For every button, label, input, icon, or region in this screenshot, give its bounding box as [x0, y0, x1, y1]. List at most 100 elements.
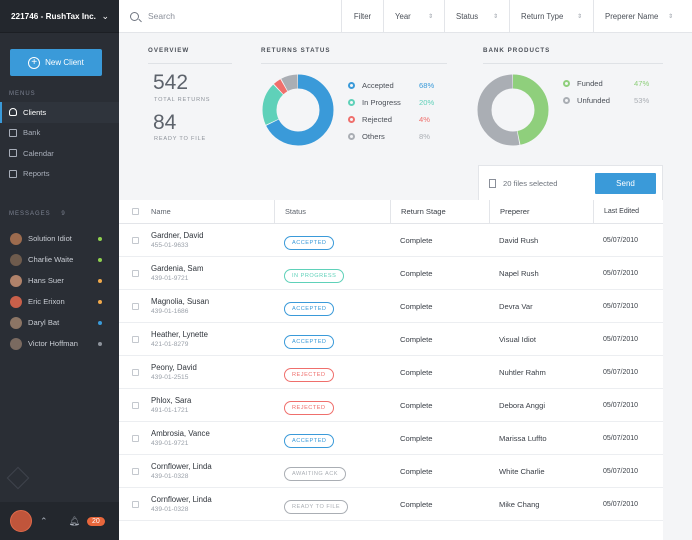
- legend-item: Funded: [563, 79, 603, 88]
- status-badge: ACCEPTED: [284, 433, 335, 448]
- status-dot: [98, 299, 102, 304]
- table-row[interactable]: Heather, Lynette 421-01-8279 ACCEPTED Compl…: [119, 323, 663, 356]
- row-checkbox[interactable]: [132, 269, 139, 277]
- page-gutter: [663, 200, 692, 540]
- message-item[interactable]: Victor Hoffman: [0, 333, 119, 354]
- selection-bar: 20 files selected Send: [478, 165, 663, 200]
- legend-percent: 4%: [419, 115, 430, 124]
- message-item[interactable]: Daryl Bat: [0, 312, 119, 333]
- row-checkbox[interactable]: [132, 500, 139, 508]
- sidebar-item-calendar[interactable]: Calendar: [0, 143, 119, 164]
- preparer-dropdown[interactable]: Preperer Name ⇕: [593, 0, 684, 33]
- preparer-name: Visual Idiot: [499, 334, 537, 344]
- status-dropdown[interactable]: Status ⇕: [444, 0, 509, 33]
- status-cell: ACCEPTED: [274, 429, 390, 448]
- reports-icon: [9, 169, 17, 178]
- message-item[interactable]: Hans Suer: [0, 270, 119, 291]
- header-edited[interactable]: Last Edited: [593, 199, 639, 224]
- table-row[interactable]: Gardner, David 455-01-9633 ACCEPTED Complet…: [119, 224, 663, 257]
- last-edited: 05/07/2010: [603, 368, 639, 376]
- send-button[interactable]: Send: [595, 172, 656, 194]
- year-dropdown[interactable]: Year ⇕: [383, 0, 444, 33]
- status-cell: ACCEPTED: [274, 297, 390, 316]
- return-type-dropdown[interactable]: Return Type ⇕: [509, 0, 593, 33]
- status-cell: ACCEPTED: [274, 330, 390, 349]
- search-bar: [119, 0, 341, 33]
- client-name[interactable]: Cornflower, Linda: [151, 462, 212, 471]
- last-edited: 05/07/2010: [603, 236, 639, 244]
- header-preparer[interactable]: Preperer: [489, 199, 593, 224]
- preparer-name: Devra Var: [499, 301, 533, 311]
- row-checkbox[interactable]: [132, 302, 139, 310]
- file-icon: [489, 178, 496, 188]
- row-checkbox[interactable]: [132, 401, 139, 409]
- filter-button[interactable]: Filter: [341, 0, 383, 33]
- legend-percent: 20%: [419, 98, 435, 107]
- legend-label: In Progress: [362, 98, 401, 107]
- row-checkbox[interactable]: [132, 467, 139, 475]
- preparer-name: Debora Anggi: [499, 400, 546, 410]
- avatar: [10, 232, 22, 245]
- legend-marker: [348, 116, 355, 123]
- client-name[interactable]: Gardenia, Sam: [151, 264, 204, 273]
- row-checkbox[interactable]: [132, 368, 139, 376]
- legend-marker: [348, 133, 355, 140]
- client-name[interactable]: Heather, Lynette: [151, 330, 208, 339]
- table-row[interactable]: Phlox, Sara 491-01-1721 REJECTED Complete De…: [119, 389, 663, 422]
- client-cell: Heather, Lynette 421-01-8279: [151, 330, 274, 348]
- message-item[interactable]: Eric Erixon: [0, 291, 119, 312]
- sidebar-item-label: Clients: [23, 107, 47, 117]
- sidebar-item-clients[interactable]: Clients: [0, 102, 119, 123]
- chevron-down-icon[interactable]: ⌄: [101, 10, 109, 21]
- return-stage: Complete: [400, 433, 433, 443]
- client-name[interactable]: Ambrosia, Vance: [151, 429, 210, 438]
- client-cell: Cornflower, Linda 439-01-0328: [151, 495, 274, 513]
- table-row[interactable]: Gardenia, Sam 439-01-9721 IN PROGRESS Compl…: [119, 257, 663, 290]
- select-all-checkbox[interactable]: [132, 208, 139, 215]
- search-input[interactable]: [148, 11, 328, 21]
- status-dot: [98, 257, 102, 262]
- table-row[interactable]: Peony, David 439-01-2515 REJECTED Complete N…: [119, 356, 663, 389]
- chevron-up-icon[interactable]: ⌃: [40, 515, 48, 526]
- table-row[interactable]: Cornflower, Linda 439-01-0328 READY TO FIL…: [119, 488, 663, 521]
- sidebar-item-bank[interactable]: Bank: [0, 123, 119, 144]
- message-item[interactable]: Charlie Waite: [0, 249, 119, 270]
- table-body: Gardner, David 455-01-9633 ACCEPTED Complet…: [119, 224, 663, 521]
- client-cell: Magnolia, Susan 439-01-1686: [151, 297, 274, 315]
- notification-badge[interactable]: 20: [86, 516, 105, 526]
- client-ssn: 439-01-0328: [151, 506, 189, 513]
- table-row[interactable]: Magnolia, Susan 439-01-1686 ACCEPTED Comple…: [119, 290, 663, 323]
- client-name[interactable]: Gardner, David: [151, 231, 204, 240]
- row-checkbox[interactable]: [132, 236, 139, 244]
- header-status[interactable]: Status: [274, 199, 390, 224]
- sort-icon: ⇕: [427, 13, 433, 20]
- client-name[interactable]: Peony, David: [151, 363, 197, 372]
- sort-icon: ⇕: [667, 13, 673, 20]
- bank-slice-funded: [477, 74, 549, 146]
- message-item[interactable]: Solution Idiot: [0, 228, 119, 249]
- client-ssn: 439-01-0328: [151, 473, 189, 480]
- client-name[interactable]: Phlox, Sara: [151, 396, 192, 405]
- header-stage[interactable]: Return Stage: [390, 199, 489, 224]
- bell-icon[interactable]: 🔔︎: [68, 515, 80, 526]
- user-avatar[interactable]: [10, 510, 32, 532]
- table-row[interactable]: Ambrosia, Vance 439-01-9721 ACCEPTED Comple…: [119, 422, 663, 455]
- header-name[interactable]: Name: [151, 207, 171, 216]
- org-switcher[interactable]: 221746 - RushTax Inc. ⌄: [0, 0, 119, 33]
- top-bar: Filter Year ⇕ Status ⇕ Return Type ⇕ Preper…: [119, 0, 692, 33]
- status-badge: ACCEPTED: [284, 334, 335, 349]
- client-name[interactable]: Cornflower, Linda: [151, 495, 212, 504]
- legend-marker: [563, 80, 570, 87]
- client-name[interactable]: Magnolia, Susan: [151, 297, 210, 306]
- total-returns-value: 542: [153, 71, 189, 94]
- client-ssn: 439-01-1686: [151, 308, 189, 315]
- row-checkbox[interactable]: [132, 434, 139, 442]
- messages-label-text: MESSAGES: [9, 211, 51, 217]
- table-row[interactable]: Cornflower, Linda 439-01-0328 AWAITING ACK…: [119, 455, 663, 488]
- new-client-button[interactable]: + New Client: [10, 49, 102, 76]
- sidebar-item-reports[interactable]: Reports: [0, 164, 119, 185]
- bank-slice-unfunded: [477, 74, 549, 146]
- row-checkbox[interactable]: [132, 335, 139, 343]
- return-stage: Complete: [400, 367, 433, 377]
- status-badge: READY TO FILE: [284, 499, 349, 514]
